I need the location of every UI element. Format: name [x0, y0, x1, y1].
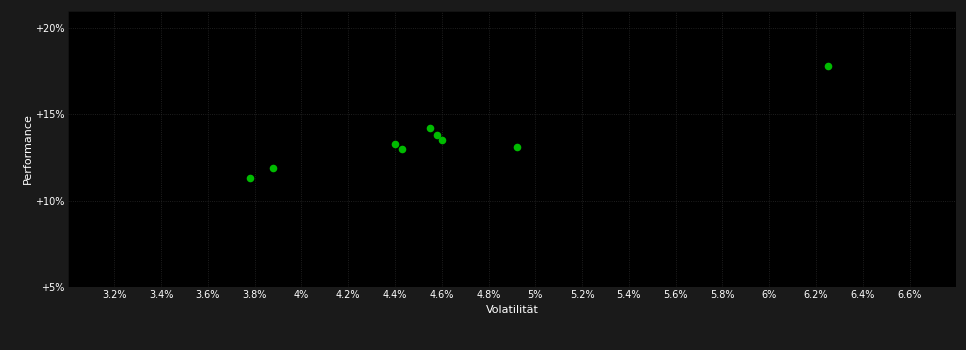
Point	[434, 137, 449, 143]
Point	[387, 141, 403, 146]
Point	[430, 132, 445, 138]
Point	[394, 146, 410, 152]
X-axis label: Volatilität: Volatilität	[486, 305, 538, 315]
Point	[242, 175, 258, 181]
Point	[509, 144, 525, 150]
Point	[820, 63, 836, 69]
Y-axis label: Performance: Performance	[22, 113, 33, 184]
Point	[266, 165, 281, 170]
Point	[422, 125, 438, 131]
